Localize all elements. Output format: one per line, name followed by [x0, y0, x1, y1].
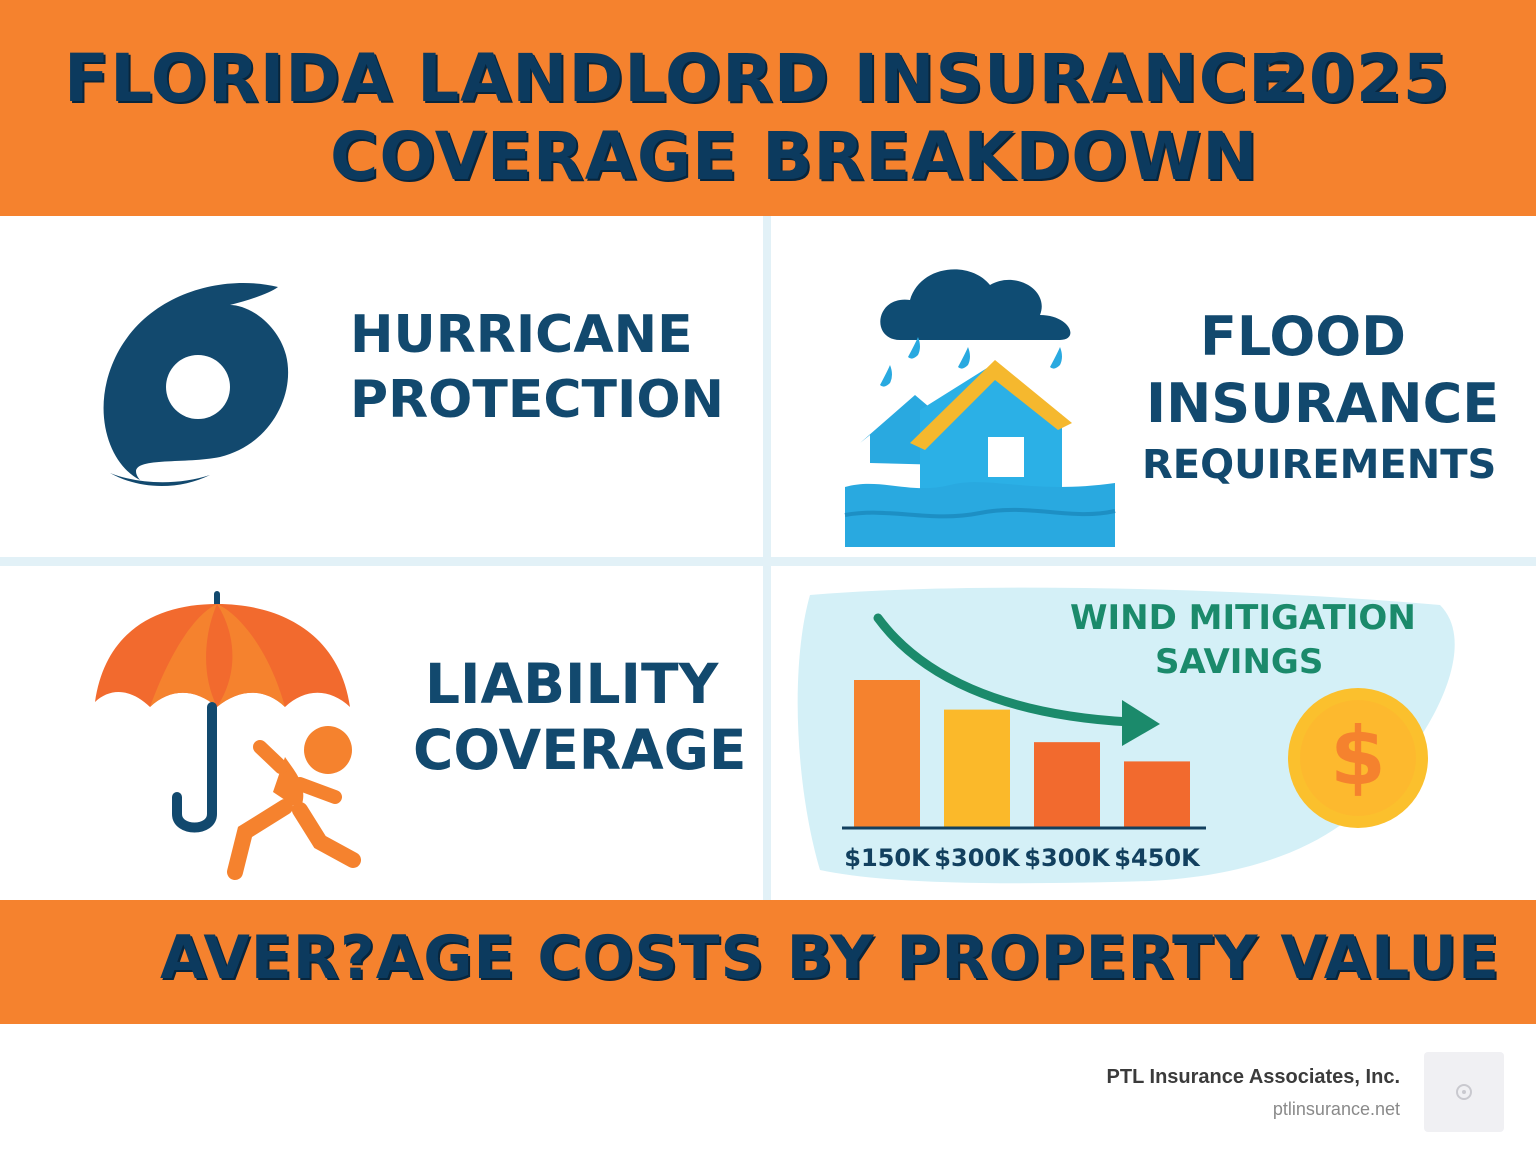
hurricane-label-line2: PROTECTION	[350, 370, 725, 430]
downward-trend-arrow	[873, 613, 1135, 727]
page-title-year: 2025	[1262, 40, 1450, 117]
flood-label-line2: INSURANCE	[1146, 372, 1500, 435]
hurricane-icon	[103, 283, 289, 487]
chart-tick-label-4: $450K	[1114, 844, 1201, 872]
page-title-line1: FLORIDA LANDLORD INSURANCE	[64, 40, 1295, 117]
grid-horizontal-divider	[0, 557, 1536, 566]
flood-label-line1: FLOOD	[1200, 305, 1407, 368]
chart-bar-2	[944, 709, 1010, 828]
wind-label-line2: SAVINGS	[1155, 642, 1324, 682]
chart-tick-label-2: $300K	[934, 844, 1021, 872]
dollar-coin-icon: $	[1288, 688, 1428, 828]
company-name: PTL Insurance Associates, Inc.	[1106, 1066, 1400, 1088]
chart-bar-3	[1034, 742, 1100, 828]
wind-label-line1: WIND MITIGATION	[1070, 598, 1416, 638]
company-website[interactable]: ptlinsurance.net	[1272, 1099, 1400, 1119]
property-value-bar-chart: $150K $300K $300K $450K	[842, 613, 1206, 872]
page-title-line2: COVERAGE BREAKDOWN	[330, 118, 1259, 195]
liability-label-line1: LIABILITY	[425, 652, 719, 716]
flood-label-line3: REQUIREMENTS	[1142, 442, 1497, 488]
svg-text:$: $	[1330, 710, 1386, 803]
flooded-house-icon	[844, 269, 1116, 547]
header-banner	[0, 0, 1536, 216]
footer-banner-text: AVER?AGE COSTS BY PROPERTY VALUE	[160, 923, 1500, 993]
liability-label-line2: COVERAGE	[413, 718, 747, 782]
chart-bar-1	[854, 680, 920, 828]
chart-tick-label-3: $300K	[1024, 844, 1111, 872]
badge-icon	[1456, 1084, 1472, 1100]
footer-banner	[0, 900, 1536, 1024]
chart-bar-4	[1124, 761, 1190, 828]
trend-arrowhead	[1122, 700, 1160, 746]
hurricane-label-line1: HURRICANE	[350, 305, 693, 365]
chart-tick-label-1: $150K	[844, 844, 931, 872]
umbrella-falling-person-icon	[95, 591, 361, 880]
company-logo	[1424, 1052, 1504, 1132]
